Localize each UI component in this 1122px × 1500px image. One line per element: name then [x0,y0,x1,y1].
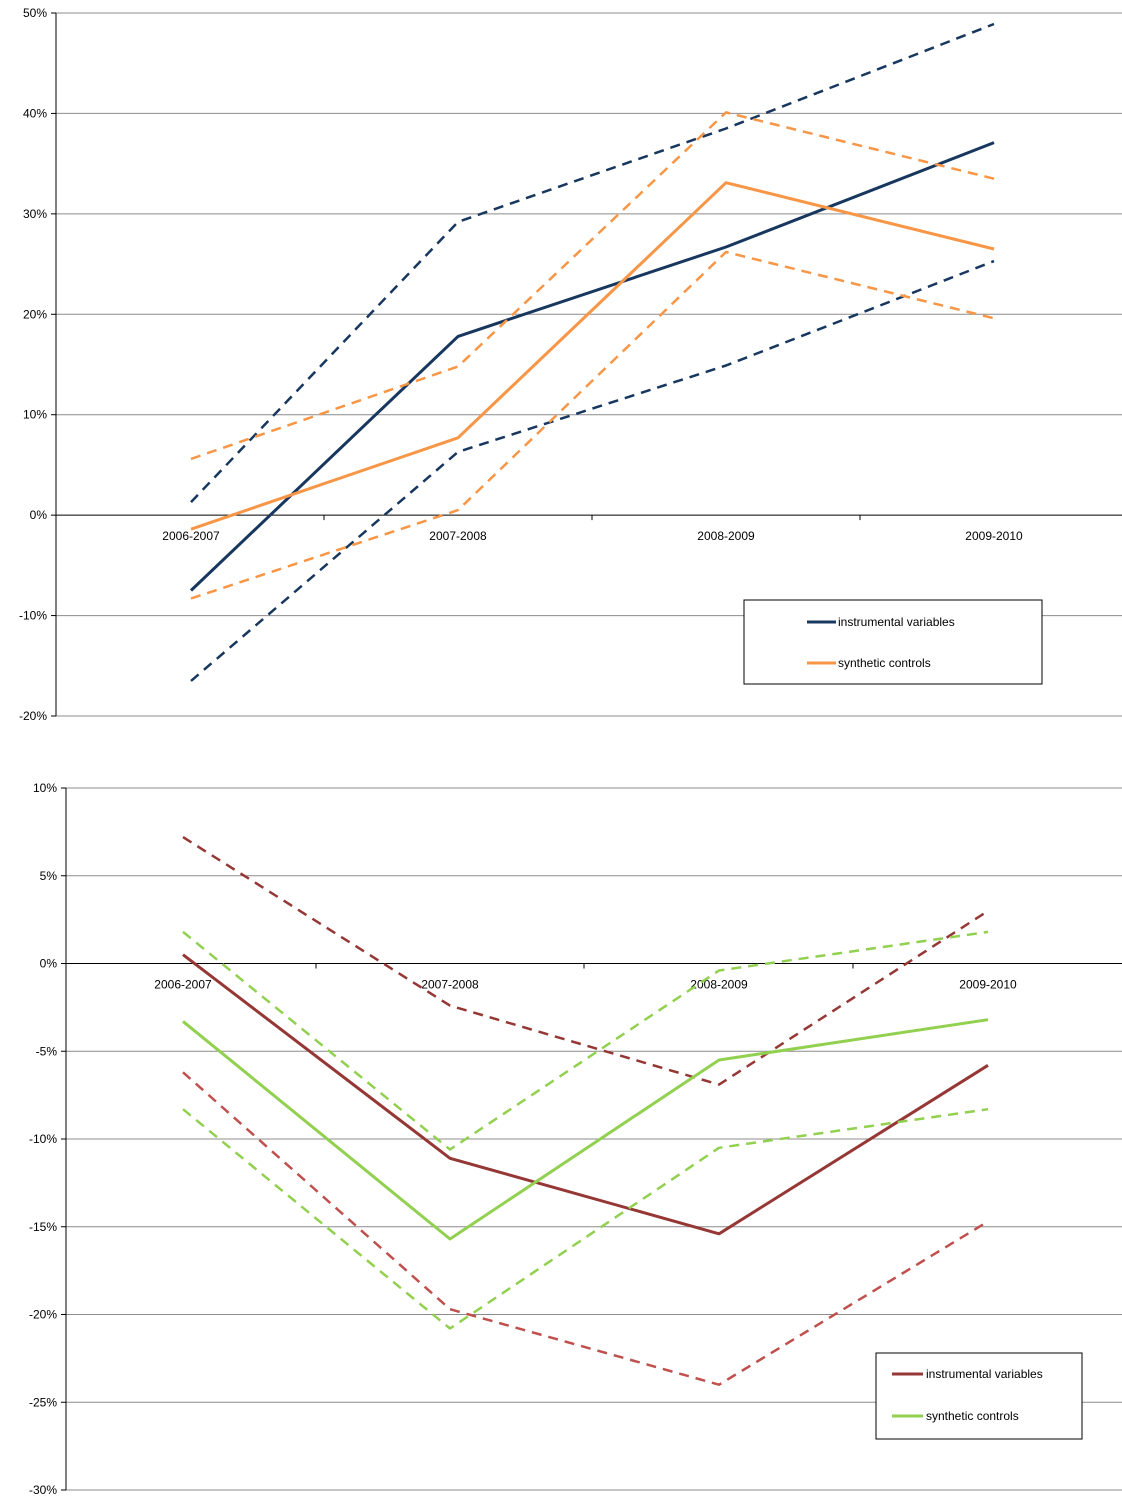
x-tick-label: 2007-2008 [429,529,487,543]
y-axis: -20% -10% 0% 10% 20% 30% 40% 50% [19,6,57,723]
y-tick-label: -15% [29,1220,57,1234]
y-tick-label: -30% [29,1483,57,1497]
legend-label-sc: synthetic controls [926,1409,1019,1423]
series-line-sc [190,181,995,531]
y-tick-label: 0% [40,957,58,971]
legend-label-iv: instrumental variables [926,1367,1043,1381]
x-tick-label: 2009-2010 [965,529,1023,543]
chart-top: -20% -10% 0% 10% 20% 30% 40% 50% 2006-2007 2007-… [19,6,1122,723]
y-tick-label: 0% [30,508,48,522]
series-line-iv [182,953,989,1236]
legend: instrumental variables synthetic control… [743,599,1043,685]
x-tick-label: 2009-2010 [959,978,1017,992]
y-tick-label: 10% [33,781,57,795]
y-axis: -30% -25% -20% -15% -10% -5% 0% 5% 10% [29,781,67,1497]
series-line-iv_upper [182,836,989,1086]
y-tick-label: 20% [23,307,47,321]
series-line-sc_lower [182,1107,989,1330]
gridlines [66,787,1122,1491]
legend-box [875,1352,1083,1440]
series-line-sc_lower [190,250,995,600]
series-line-iv [189,141,995,592]
y-tick-label: 40% [23,106,47,120]
y-tick-label: -20% [19,709,47,723]
y-tick-label: -5% [36,1044,58,1058]
y-tick-label: -25% [29,1395,57,1409]
series-line-sc_upper [182,930,989,1151]
y-tick-label: -20% [29,1308,57,1322]
x-tick-label: 2006-2007 [154,978,212,992]
y-tick-label: 5% [40,869,58,883]
series-line-iv_lower [190,259,995,682]
legend-label-sc: synthetic controls [838,656,931,670]
gridlines [56,12,1122,717]
legend-label-iv: instrumental variables [838,615,955,629]
x-tick-label: 2006-2007 [162,529,220,543]
legend: instrumental variables synthetic control… [875,1352,1083,1440]
chart-bottom: -30% -25% -20% -15% -10% -5% 0% 5% 10% 2006-2007… [29,781,1122,1497]
series-line-sc [182,1018,989,1241]
y-tick-label: 50% [23,6,47,20]
y-tick-label: 10% [23,408,47,422]
x-tick-label: 2008-2009 [690,978,748,992]
x-tick-label: 2008-2009 [697,529,755,543]
series-line-iv_lower [182,1071,989,1386]
series-lines [189,22,995,682]
series-line-sc_upper [190,111,995,461]
y-tick-label: -10% [19,609,47,623]
y-tick-label: 30% [23,207,47,221]
series-line-iv_upper [190,22,995,503]
series-lines [182,836,989,1386]
x-axis: 2006-2007 2007-2008 2008-2009 2009-2010 [66,963,1122,992]
x-tick-label: 2007-2008 [421,978,479,992]
y-tick-label: -10% [29,1132,57,1146]
legend-box [743,599,1043,685]
